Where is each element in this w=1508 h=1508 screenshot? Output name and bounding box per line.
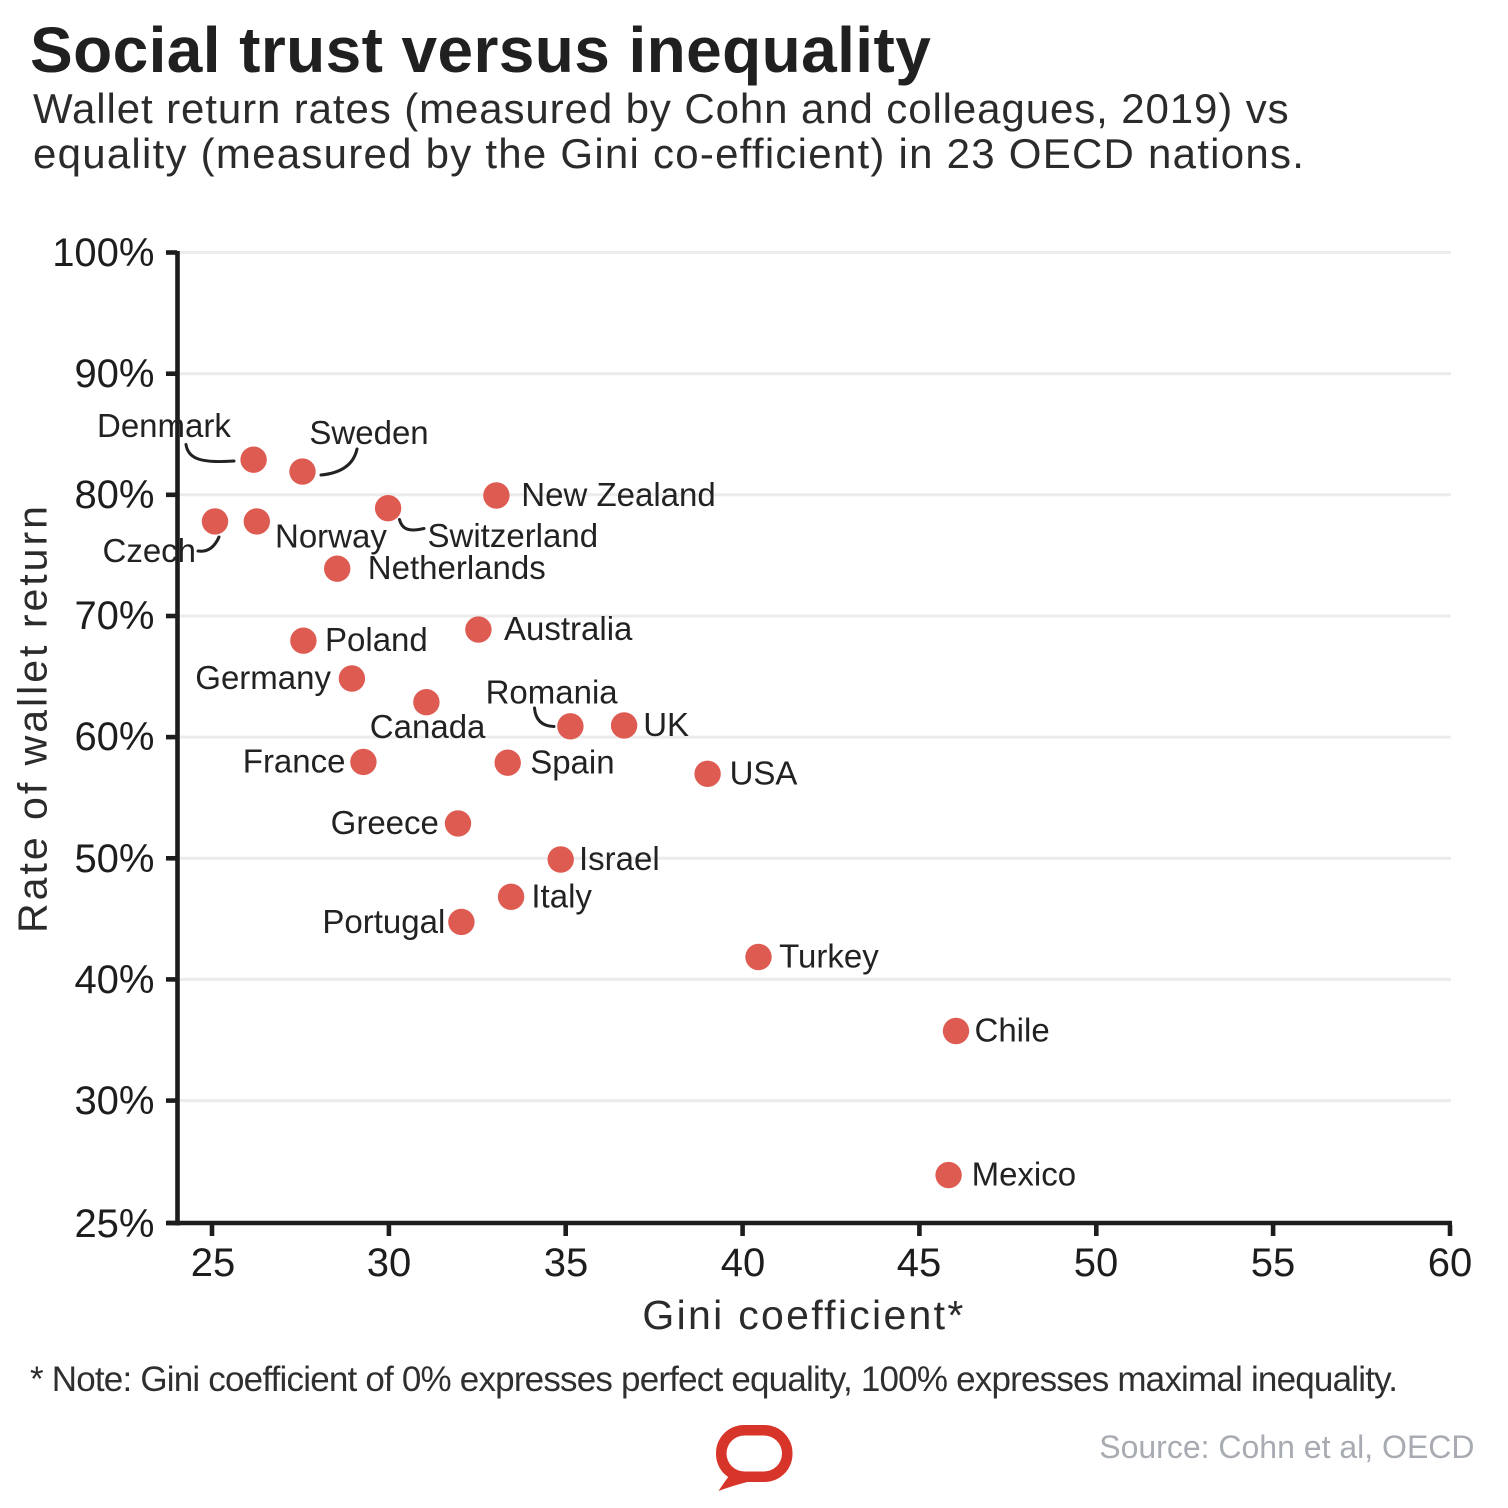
svg-text:Italy: Italy	[531, 878, 592, 915]
svg-text:Turkey: Turkey	[779, 938, 879, 975]
svg-text:Chile: Chile	[975, 1012, 1050, 1049]
svg-text:35: 35	[544, 1241, 589, 1285]
svg-text:equality (measured by the Gini: equality (measured by the Gini co-effici…	[33, 130, 1305, 177]
svg-text:45: 45	[897, 1241, 942, 1285]
svg-text:25: 25	[191, 1241, 236, 1285]
svg-text:* Note: Gini coefficient of 0%: * Note: Gini coefficient of 0% expresses…	[30, 1360, 1397, 1399]
svg-text:Greece: Greece	[331, 804, 439, 841]
svg-text:Portugal: Portugal	[322, 903, 445, 940]
svg-text:UK: UK	[643, 706, 689, 743]
svg-text:90%: 90%	[74, 352, 154, 396]
svg-text:Australia: Australia	[504, 610, 633, 647]
svg-text:USA: USA	[730, 755, 798, 792]
svg-text:Switzerland: Switzerland	[428, 517, 599, 554]
svg-text:60: 60	[1428, 1241, 1473, 1285]
svg-text:Mexico: Mexico	[972, 1156, 1077, 1193]
svg-text:Social trust versus inequality: Social trust versus inequality	[30, 14, 931, 86]
svg-text:60%: 60%	[74, 715, 154, 759]
svg-text:80%: 80%	[74, 473, 154, 517]
svg-text:Gini coefficient*: Gini coefficient*	[642, 1292, 965, 1338]
svg-text:Wallet return rates (measured: Wallet return rates (measured by Cohn an…	[33, 85, 1290, 132]
svg-text:Netherlands: Netherlands	[368, 549, 546, 586]
svg-text:50%: 50%	[74, 837, 154, 881]
svg-text:Norway: Norway	[275, 518, 387, 555]
svg-text:40: 40	[721, 1241, 766, 1285]
svg-text:Source: Cohn et al, OECD: Source: Cohn et al, OECD	[1099, 1429, 1474, 1465]
svg-text:50: 50	[1074, 1241, 1119, 1285]
svg-text:70%: 70%	[74, 594, 154, 638]
svg-text:100%: 100%	[52, 231, 154, 275]
svg-text:Rate of wallet return: Rate of wallet return	[10, 503, 56, 933]
svg-text:Romania: Romania	[486, 673, 619, 710]
svg-text:Canada: Canada	[370, 708, 486, 745]
svg-text:Israel: Israel	[579, 840, 660, 877]
svg-text:Czech: Czech	[103, 532, 197, 569]
svg-text:Poland: Poland	[325, 621, 428, 658]
svg-text:Germany: Germany	[195, 659, 331, 696]
svg-text:France: France	[243, 743, 346, 780]
svg-text:30: 30	[367, 1241, 412, 1285]
svg-text:Sweden: Sweden	[309, 414, 428, 451]
svg-text:55: 55	[1251, 1241, 1296, 1285]
svg-text:New Zealand: New Zealand	[521, 476, 715, 513]
svg-text:Denmark: Denmark	[97, 407, 231, 444]
svg-text:30%: 30%	[74, 1079, 154, 1123]
svg-text:40%: 40%	[74, 958, 154, 1002]
svg-text:Spain: Spain	[530, 744, 614, 781]
svg-text:25%: 25%	[74, 1202, 154, 1246]
